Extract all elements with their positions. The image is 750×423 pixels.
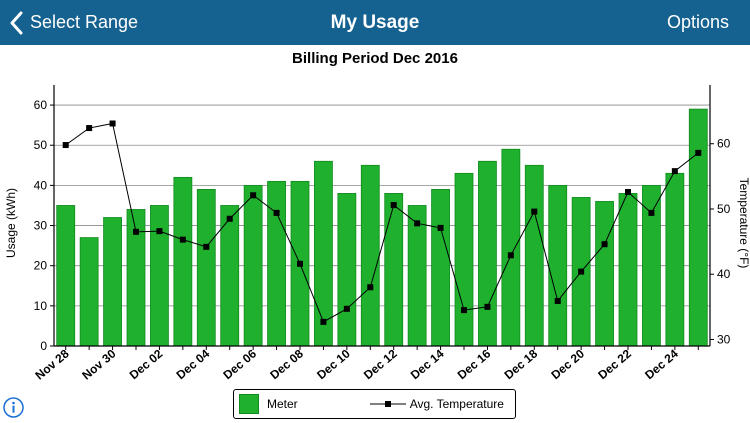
- y2-tick-label: 60: [717, 137, 731, 151]
- chevron-left-icon: [10, 11, 23, 34]
- temperature-legend-label: Avg. Temperature: [409, 397, 504, 411]
- meter-bar: [454, 172, 474, 347]
- temperature-point: [86, 125, 93, 132]
- temperature-point: [531, 208, 538, 215]
- x-tick-label: Dec 06: [220, 346, 259, 382]
- temperature-point: [484, 303, 491, 310]
- temperature-point: [554, 297, 561, 304]
- meter-legend-label: Meter: [267, 397, 298, 411]
- options-button[interactable]: Options: [666, 12, 729, 32]
- meter-bar: [56, 205, 76, 347]
- temperature-point: [226, 215, 233, 222]
- temperature-point: [367, 284, 374, 291]
- temperature-line: [62, 120, 702, 325]
- x-tick-label: Dec 08: [267, 346, 306, 382]
- meter-bar: [360, 164, 380, 347]
- y2-axis-label: Temperature (°F): [737, 178, 750, 269]
- x-tick-label: Nov 30: [79, 346, 118, 382]
- meter-bar: [79, 237, 99, 347]
- meter-bar: [431, 188, 450, 347]
- y-tick-label: 0: [40, 339, 47, 353]
- meter-legend-swatch: [239, 394, 259, 414]
- meter-bar: [478, 160, 497, 347]
- x-tick-label: Dec 02: [127, 346, 166, 382]
- meter-bar: [150, 205, 169, 347]
- meter-bar: [595, 201, 614, 347]
- meter-bar: [618, 193, 638, 347]
- y-tick-label: 10: [34, 299, 48, 313]
- y-tick-label: 20: [34, 259, 48, 273]
- meter-bar: [243, 184, 263, 347]
- temperature-point: [133, 228, 139, 235]
- temperature-point: [179, 236, 186, 243]
- temperature-point: [414, 220, 421, 227]
- y-tick-label: 60: [34, 98, 48, 112]
- meter-bar: [501, 148, 521, 347]
- y2-tick-label: 50: [717, 202, 731, 216]
- y2-tick-label: 40: [717, 267, 731, 281]
- temperature-point: [156, 228, 163, 235]
- temperature-point: [507, 252, 514, 259]
- x-tick-label: Dec 20: [548, 346, 587, 382]
- x-tick-label: Nov 28: [32, 346, 71, 382]
- meter-bar: [548, 184, 568, 347]
- meter-bar: [524, 164, 544, 347]
- usage-chart: Billing Period Dec 2016 0 10 20 30 40 50 60 30 4…: [4, 50, 750, 383]
- info-icon: [3, 397, 24, 418]
- x-tick-label: Dec 12: [361, 346, 400, 382]
- meter-bar: [103, 217, 122, 347]
- temperature-point: [648, 209, 655, 216]
- navigation-bar: Select Range My Usage Options: [0, 0, 750, 45]
- x-tick-label: Dec 16: [455, 346, 494, 382]
- temperature-legend-marker: [369, 401, 406, 407]
- meter-bar: [196, 188, 216, 347]
- meter-bar: [665, 172, 685, 347]
- select-range-back-button[interactable]: Select Range: [10, 0, 138, 45]
- temperature-point: [390, 202, 397, 209]
- chart-title: Billing Period Dec 2016: [292, 50, 458, 67]
- x-tick-label: Dec 18: [502, 346, 541, 382]
- temperature-point: [250, 192, 257, 199]
- chart-legend: Meter Avg. Temperature: [233, 389, 516, 419]
- temperature-point: [320, 318, 327, 325]
- temperature-point: [695, 149, 702, 156]
- x-tick-label: Dec 04: [174, 346, 213, 382]
- x-tick-label: Dec 24: [642, 346, 681, 382]
- temperature-point: [625, 189, 631, 196]
- temperature-point: [273, 209, 280, 216]
- temperature-point: [671, 168, 678, 175]
- x-tick-label: Dec 14: [408, 346, 447, 382]
- meter-bar: [337, 193, 357, 347]
- meter-bar: [173, 176, 193, 347]
- meter-bar: [384, 193, 404, 347]
- temperature-point: [461, 307, 467, 314]
- x-tick-label: Dec 22: [595, 346, 634, 382]
- meter-bars: [56, 108, 708, 347]
- y2-tick-label: 30: [717, 332, 731, 346]
- meter-bar: [642, 184, 661, 347]
- info-button[interactable]: [3, 397, 24, 418]
- temperature-point: [601, 241, 608, 248]
- temperature-point: [62, 142, 69, 149]
- temperature-polyline: [65, 122, 699, 323]
- y-tick-label: 50: [34, 138, 48, 152]
- temperature-point: [578, 268, 585, 275]
- temperature-point: [343, 305, 350, 312]
- temperature-point: [297, 260, 303, 267]
- y-tick-label: 30: [34, 219, 48, 233]
- y-axis-label: Usage (kWh): [4, 188, 18, 258]
- temperature-point: [437, 224, 444, 231]
- x-tick-label: Dec 10: [314, 346, 353, 382]
- meter-bar: [688, 108, 708, 347]
- temperature-point: [109, 120, 116, 127]
- meter-bar: [407, 205, 427, 347]
- back-button-label: Select Range: [30, 12, 139, 32]
- temperature-point: [203, 243, 210, 250]
- meter-bar: [267, 180, 286, 347]
- y-tick-label: 40: [34, 178, 48, 192]
